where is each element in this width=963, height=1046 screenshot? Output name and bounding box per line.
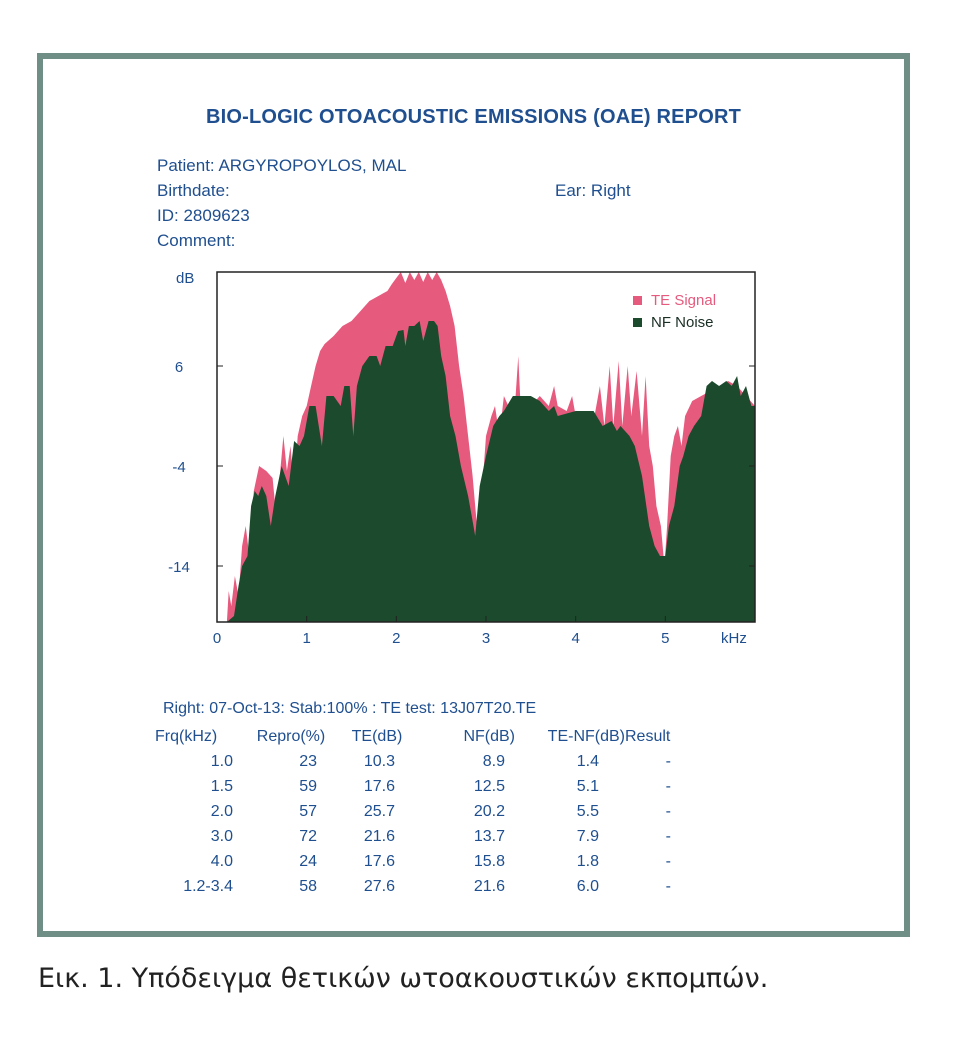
id-value: 2809623 (183, 206, 250, 225)
x-tick-label: 0 (213, 630, 221, 647)
legend-label: NF Noise (651, 314, 714, 331)
ear-value: Right (590, 181, 631, 200)
table-row: 4.0 24 17.6 15.8 1.8 - (155, 849, 683, 874)
table-row: 1.0 23 10.3 8.9 1.4 - (155, 749, 683, 774)
table-header-cell: TE-NF(dB) (547, 727, 625, 745)
x-axis-label: kHz (721, 630, 747, 647)
x-tick-label: 2 (392, 630, 400, 647)
series-area-nf-noise (226, 321, 755, 622)
table-cell: 13.7 (473, 827, 505, 845)
y-axis-label: dB (176, 270, 194, 287)
x-tick-label: 1 (302, 630, 310, 647)
table-row: 1.5 59 17.6 12.5 5.1 - (155, 774, 683, 799)
caption-text: Υπόδειγμα θετικών ωτοακουστικών εκπομπών… (131, 963, 769, 994)
table-header-cell: Repro(%) (256, 727, 326, 745)
table-cell: 7.9 (576, 827, 599, 845)
table-cell: 57 (299, 802, 317, 820)
report-title: BIO-LOGIC OTOACOUSTIC EMISSIONS (OAE) RE… (205, 106, 742, 128)
patient-label: Patient: (157, 156, 215, 175)
report-frame: BIO-LOGIC OTOACOUSTIC EMISSIONS (OAE) RE… (37, 53, 910, 937)
x-tick-label: 5 (661, 630, 669, 647)
table-cell: 3.0 (210, 827, 233, 845)
table-cell: - (665, 877, 671, 895)
table-row: 1.2-3.4 58 27.6 21.6 6.0 - (155, 874, 683, 899)
table-cell: 5.1 (576, 777, 599, 795)
table-cell: 27.6 (363, 877, 395, 895)
table-cell: 1.5 (210, 777, 233, 795)
table-cell: 25.7 (363, 802, 395, 820)
x-tick-label: 4 (571, 630, 579, 647)
legend-swatch (633, 318, 642, 327)
birthdate-label: Birthdate: (157, 181, 230, 200)
table-cell: 5.5 (576, 802, 599, 820)
patient-value: ARGYROPOYLOS, MAL (218, 156, 407, 175)
table-row: 3.0 72 21.6 13.7 7.9 - (155, 824, 683, 849)
table-cell: 6.0 (576, 877, 599, 895)
legend-label: TE Signal (651, 292, 716, 309)
table-cell: - (665, 752, 671, 770)
test-info-line: Right: 07-Oct-13: Stab:100% : TE test: 1… (163, 700, 537, 717)
table-cell: 12.5 (473, 777, 505, 795)
legend-swatch (633, 296, 642, 305)
ear-label: Ear: (555, 181, 587, 200)
caption-label: Εικ. 1. (38, 963, 124, 994)
results-table: Frq(kHz) Repro(%) TE(dB) NF(dB) TE-NF(dB) Res… (155, 724, 683, 899)
table-cell: - (665, 852, 671, 870)
table-header-cell: TE(dB) (351, 727, 403, 745)
y-tick-label: -4 (172, 459, 185, 476)
table-header-cell: Frq(kHz) (155, 727, 218, 745)
y-tick-label: 6 (175, 359, 183, 376)
table-header-cell: Result (625, 727, 671, 745)
table-cell: 58 (299, 877, 317, 895)
table-cell: 2.0 (210, 802, 233, 820)
x-tick-label: 3 (482, 630, 490, 647)
table-cell: 1.4 (576, 752, 599, 770)
table-cell: - (665, 802, 671, 820)
y-tick-label: -14 (168, 559, 190, 576)
table-cell: 8.9 (482, 752, 505, 770)
table-cell: 10.3 (363, 752, 395, 770)
table-cell: 23 (299, 752, 317, 770)
table-cell: 72 (299, 827, 317, 845)
patient-line: Patient: ARGYROPOYLOS, MAL (157, 156, 406, 176)
table-cell: 20.2 (473, 802, 505, 820)
table-cell: 1.2-3.4 (183, 877, 233, 895)
table-cell: - (665, 827, 671, 845)
table-cell: 24 (299, 852, 317, 870)
comment-label: Comment: (157, 231, 236, 250)
table-cell: 59 (299, 777, 317, 795)
table-cell: 21.6 (363, 827, 395, 845)
table-row: 2.0 57 25.7 20.2 5.5 - (155, 799, 683, 824)
ear-line: Ear: Right (555, 181, 631, 201)
oae-chart: 0 1 2 3 4 5 6 -4 -14 dB kHz TE Signal NF Noise (168, 270, 756, 647)
table-cell: 4.0 (210, 852, 233, 870)
table-cell: - (665, 777, 671, 795)
id-line: ID: 2809623 (157, 206, 250, 226)
table-header-cell: NF(dB) (463, 727, 515, 745)
id-label: ID: (157, 206, 179, 225)
table-cell: 17.6 (363, 852, 395, 870)
table-cell: 17.6 (363, 777, 395, 795)
table-cell: 1.8 (576, 852, 599, 870)
table-cell: 21.6 (473, 877, 505, 895)
table-cell: 15.8 (473, 852, 505, 870)
table-cell: 1.0 (210, 752, 233, 770)
figure-caption: Εικ. 1. Υπόδειγμα θετικών ωτοακουστικών … (38, 963, 768, 994)
